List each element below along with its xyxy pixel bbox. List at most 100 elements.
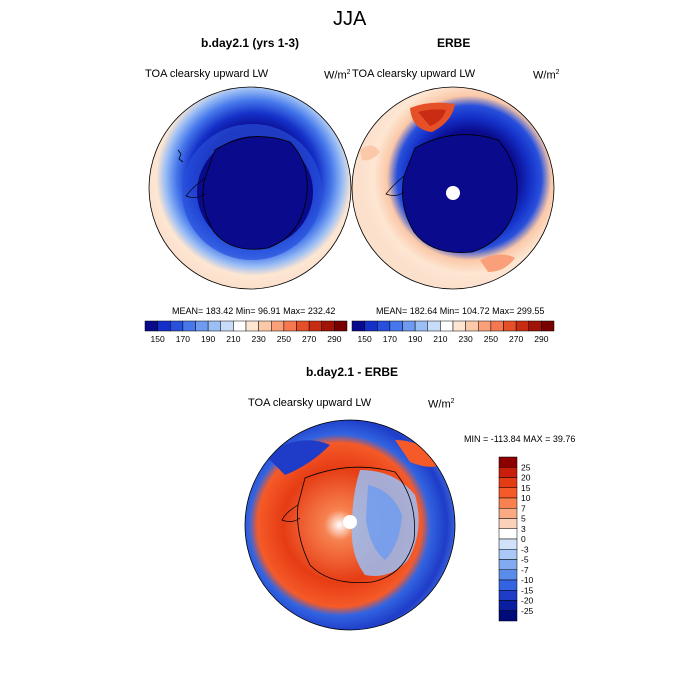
colorbar-tick-label: 190: [201, 334, 215, 344]
panel-diff-heading: b.day2.1 - ERBE: [306, 365, 399, 379]
colorbar-swatch: [498, 497, 518, 509]
map-model-coastline: [202, 136, 308, 250]
colorbar-tick-label: 7: [521, 503, 526, 513]
colorbar-swatch: [498, 528, 518, 540]
colorbar-tick-label: -25: [521, 606, 534, 616]
map-obs: [351, 86, 555, 290]
map-obs-border: [351, 86, 555, 290]
colorbar-swatch: [308, 320, 322, 332]
map-diff: [244, 419, 456, 631]
colorbar-swatch: [271, 320, 285, 332]
colorbar-swatch: [498, 569, 518, 581]
colorbar-swatch: [498, 549, 518, 560]
colorbar-swatch: [377, 320, 391, 332]
colorbar-swatch: [498, 610, 518, 622]
colorbar-swatch: [465, 320, 479, 332]
colorbar-swatch: [182, 320, 196, 332]
colorbar-tick-label: 5: [521, 514, 526, 524]
units-exponent: 2: [450, 398, 455, 405]
colorbar-swatch: [389, 320, 403, 332]
colorbar-swatch: [351, 320, 365, 332]
colorbar-tick-label: 170: [383, 334, 397, 344]
colorbar-tick-label: -5: [521, 555, 529, 565]
colorbar-swatch: [498, 559, 518, 570]
colorbar-swatch: [334, 320, 348, 332]
colorbar-swatch: [207, 320, 221, 332]
colorbar-model: 150 170 190 210 230 250 270 290: [144, 320, 348, 344]
colorbar-swatch: [498, 600, 518, 611]
colorbar-swatch: [402, 320, 416, 332]
colorbar-tick-label: 250: [277, 334, 291, 344]
colorbar-swatch: [503, 320, 517, 332]
colorbar-swatch: [528, 320, 542, 332]
colorbar-swatch: [498, 590, 518, 601]
colorbar-tick-label: 270: [509, 334, 523, 344]
map-obs-pole-gap: [446, 186, 460, 200]
colorbar-swatch: [498, 487, 518, 499]
colorbar-tick-label: 290: [327, 334, 341, 344]
colorbar-tick-label: 0: [521, 534, 526, 544]
colorbar-swatch: [440, 320, 454, 332]
colorbar-swatch: [258, 320, 272, 332]
colorbar-tick-label: 270: [302, 334, 316, 344]
colorbar-tick-label: 290: [534, 334, 548, 344]
colorbar-tick-label: 150: [358, 334, 372, 344]
panel-obs-stats: MEAN= 182.64 Min= 104.72 Max= 299.55: [376, 306, 545, 316]
panel-model-heading: b.day2.1 (yrs 1-3): [201, 36, 300, 50]
panel-model-variable: TOA clearsky upward LW: [145, 68, 269, 80]
colorbar-swatch: [498, 467, 518, 478]
colorbar-obs: 150 170 190 210 230 250 270 290: [351, 320, 555, 344]
colorbar-tick-label: -15: [521, 585, 534, 595]
colorbar-swatch: [245, 320, 259, 332]
units-exponent: 2: [555, 69, 560, 76]
panel-diff-variable: TOA clearsky upward LW: [248, 397, 372, 409]
units-base: W/m: [324, 69, 347, 82]
colorbar-swatch: [364, 320, 378, 332]
colorbar-swatch: [541, 320, 555, 332]
colorbar-swatch: [490, 320, 504, 332]
colorbar-tick-label: 150: [151, 334, 165, 344]
colorbar-swatch: [515, 320, 529, 332]
colorbar-tick-label: -7: [521, 565, 529, 575]
colorbar-swatch: [220, 320, 234, 332]
colorbar-tick-label: 15: [521, 483, 531, 493]
colorbar-swatch: [414, 320, 428, 332]
colorbar-tick-label: 230: [252, 334, 266, 344]
colorbar-tick-label: 230: [459, 334, 473, 344]
colorbar-tick-label: 250: [484, 334, 498, 344]
colorbar-swatch: [498, 456, 518, 468]
colorbar-swatch: [427, 320, 441, 332]
colorbar-tick-label: 170: [176, 334, 190, 344]
colorbar-swatch: [321, 320, 335, 332]
map-model: [148, 86, 352, 290]
colorbar-swatch: [478, 320, 492, 332]
panel-obs-variable: TOA clearsky upward LW: [352, 68, 476, 80]
colorbar-tick-label: -10: [521, 575, 534, 585]
map-diff-coastline: [297, 466, 415, 583]
colorbar-tick-label: 20: [521, 473, 531, 483]
panel-diff-stats: MIN = -113.84 MAX = 39.76: [464, 434, 576, 444]
colorbar-swatch: [498, 518, 518, 529]
page-title: JJA: [333, 8, 367, 30]
map-diff-pole-gap: [343, 515, 357, 529]
colorbar-swatch: [498, 508, 518, 519]
panel-model-stats: MEAN= 183.42 Min= 96.91 Max= 232.42: [172, 306, 336, 316]
map-diff-border: [244, 419, 456, 631]
colorbar-tick-label: 25: [521, 462, 531, 472]
colorbar-swatch: [233, 320, 247, 332]
colorbar-swatch: [170, 320, 184, 332]
colorbar-swatch: [498, 579, 518, 591]
panel-model-units: W/m2: [324, 69, 351, 82]
colorbar-swatch: [296, 320, 310, 332]
units-base: W/m: [533, 69, 556, 82]
colorbar-tick-label: 210: [226, 334, 240, 344]
colorbar-tick-label: -20: [521, 596, 534, 606]
map-model-border: [148, 86, 352, 290]
colorbar-swatch: [283, 320, 297, 332]
colorbar-tick-label: 10: [521, 493, 531, 503]
colorbar-swatch: [157, 320, 171, 332]
colorbar-swatch: [452, 320, 466, 332]
